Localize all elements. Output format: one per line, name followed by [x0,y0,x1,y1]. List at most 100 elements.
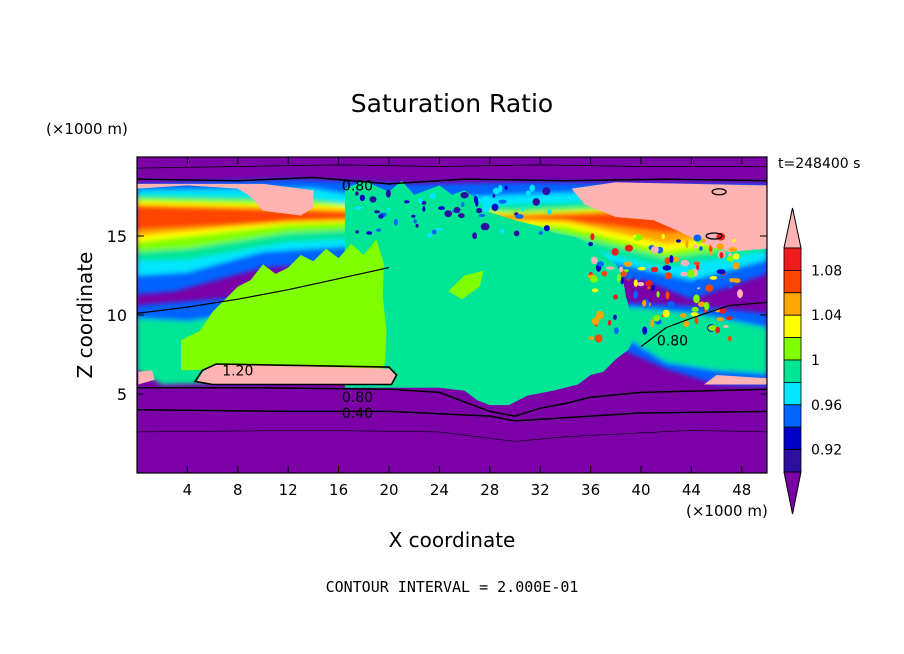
speckle-cell [435,227,443,231]
colorbar-top-arrow [783,207,802,249]
y-tick-label: 15 [107,227,127,246]
speckle-cell [366,231,373,235]
speckle-cell [693,244,698,249]
speckle-cell [620,276,624,285]
speckle-cell [476,207,483,214]
speckle-cell [709,276,718,280]
speckle-cell [637,266,646,271]
contour-right-edge [640,301,767,348]
speckle-cell [515,214,524,219]
x-tick-label: 48 [732,481,751,499]
speckle-cell [727,335,732,342]
speckle-cell [458,213,465,219]
y-units-label: (×1000 m) [46,120,128,138]
speckle-cell [656,291,660,298]
colorbar-label: 1.04 [811,308,842,324]
speckle-cell [547,209,552,215]
colorbar-swatch [783,247,802,271]
speckle-cell [693,261,701,266]
speckle-cell [715,326,721,334]
speckle-cell [633,290,638,300]
speckle-cell [386,207,391,211]
speckle-cell [613,314,617,320]
colorbar-swatch [783,292,802,316]
speckle-cell [685,239,689,249]
speckle-cell [726,256,735,262]
speckle-cell [543,225,550,232]
x-tick-label: 24 [430,481,449,499]
x-tick-label: 12 [279,481,298,499]
y-tick-label: 5 [117,385,127,404]
speckle-cell [355,191,359,196]
speckle-cell [498,184,503,193]
pink-right-base [704,375,767,385]
contour-closed-right-upper [711,188,727,196]
speckle-cell [492,194,496,198]
contour-lower-thin [137,429,767,442]
x-tick-label: 28 [480,481,499,499]
speckle-cell [431,229,437,235]
x-tick-label: 36 [581,481,600,499]
colorbar-swatch [783,337,802,361]
speckle-cell [664,272,673,280]
speckle-cell [429,192,437,200]
speckle-cell [481,204,490,213]
speckle-cell [680,313,687,318]
y-axis-label: Z coordinate [73,252,97,379]
left-cloud-mass [181,239,387,371]
x-tick-label: 8 [233,481,243,499]
speckle-cell [645,280,653,287]
colorbar-swatch [783,381,802,406]
speckle-cell [486,224,489,228]
speckle-cell [693,294,700,304]
contour-label: 1.20 [222,363,253,379]
colorbar-label: 0.96 [811,398,842,414]
speckle-cell [716,243,724,250]
speckle-cell [680,271,689,277]
speckle-cell [613,294,618,300]
speckle-cell [359,194,365,202]
speckle-cell [619,266,624,273]
speckle-cell [590,276,598,283]
speckle-cell [353,206,363,210]
speckle-cell [642,326,648,335]
speckle-cell [633,279,638,287]
speckle-cell [453,206,461,214]
time-label: t=248400 s [778,156,860,172]
contour-upper-thin [137,164,767,169]
colorbar-swatch [783,359,802,383]
x-axis-label: X coordinate [389,528,516,552]
speckle-cell [491,203,499,211]
speckle-cell [687,269,695,278]
speckle-cell [708,325,717,331]
speckle-cell [699,246,703,251]
speckle-cell [732,261,740,270]
speckle-cell [726,316,733,321]
speckle-cell [635,273,642,281]
speckle-cell [521,206,525,212]
speckle-cell [472,232,477,240]
speckle-cell [475,199,479,207]
speckle-cell [601,270,608,277]
contour-lines [137,164,767,442]
speckle-cell [732,253,740,260]
pink-left-edge [138,370,155,385]
x-tick-label: 20 [379,481,398,499]
speckle-cell [590,233,595,241]
speckle-cell [499,229,505,235]
speckle-cell [728,247,738,252]
colorbar-label: 1.08 [811,263,842,279]
speckle-cell [722,325,729,328]
speckle-cell [374,210,381,214]
contour-left-edge [137,267,390,314]
speckle-cell [667,301,675,309]
x-tick-label: 44 [682,481,701,499]
speckle-cell [642,299,647,307]
colorbar-swatch [783,404,802,428]
speckle-cell [378,214,384,219]
speckle-cell [637,281,645,287]
contour-labels: 0.801.200.800.400.80 [222,178,688,422]
speckle-cell [478,213,486,218]
pink-cloud-base [197,364,396,385]
